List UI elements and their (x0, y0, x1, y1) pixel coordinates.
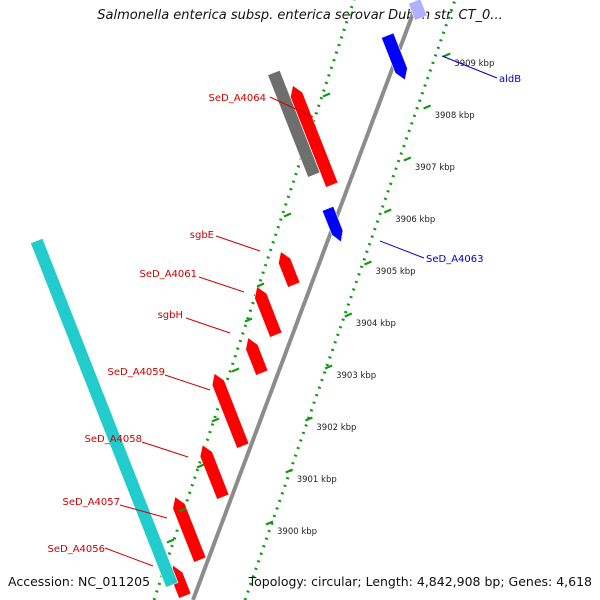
label-leader-line (198, 276, 245, 293)
scale-tick (324, 364, 333, 370)
feature-tick (283, 212, 292, 218)
forward-gene-arrow[interactable] (211, 372, 250, 449)
scale-tick (383, 208, 392, 214)
scale-tick (403, 156, 412, 162)
feature-tick (322, 92, 331, 98)
forward-gene-label[interactable]: SeD_A4064 (209, 93, 267, 104)
feature-tick (231, 367, 240, 373)
feature-tick (211, 417, 220, 423)
forward-gene-arrow[interactable] (254, 286, 283, 338)
scale-tick (265, 520, 274, 526)
forward-gene-label[interactable]: sgbE (190, 230, 214, 241)
label-leader-line (441, 55, 498, 79)
scale-tick (442, 52, 451, 58)
cds-track-bar[interactable] (30, 237, 179, 588)
label-leader-line (164, 374, 211, 391)
reverse-gene-arrow[interactable] (321, 205, 344, 243)
feature-tick (166, 538, 175, 544)
scale-tick-label: 3902 kbp (316, 423, 356, 433)
reverse-gene-label[interactable]: SeD_A4063 (426, 254, 484, 265)
scale-tick-label: 3901 kbp (297, 475, 337, 485)
scale-tick (304, 416, 313, 422)
feature-tick (196, 463, 205, 469)
scale-tick-label: 3907 kbp (415, 163, 455, 173)
forward-gene-label[interactable]: sgbH (158, 310, 183, 321)
scale-tick-label: 3900 kbp (277, 527, 317, 537)
forward-guide-track (152, 0, 356, 600)
reverse-guide-track (243, 0, 457, 600)
label-leader-line (185, 317, 231, 334)
scale-tick-label: 3904 kbp (356, 319, 396, 329)
feature-tick (178, 507, 187, 513)
label-leader-line (104, 547, 154, 567)
forward-gene-arrow[interactable] (278, 250, 301, 288)
forward-gene-label[interactable]: SeD_A4056 (48, 544, 106, 555)
backbone-line (191, 0, 420, 600)
scale-tick-label: 3903 kbp (336, 371, 376, 381)
accession-label: Accession: NC_011205 (8, 574, 151, 589)
forward-gene-arrow[interactable] (172, 496, 207, 563)
forward-gene-arrow[interactable] (245, 337, 269, 376)
feature-bar[interactable] (267, 69, 321, 178)
scale-tick-label: 3905 kbp (376, 267, 416, 277)
label-leader-line (119, 504, 168, 519)
reverse-gene-label[interactable]: aldB (499, 74, 521, 85)
feature-tick (256, 282, 265, 288)
scale-tick (364, 260, 372, 266)
label-leader-line (215, 235, 261, 252)
forward-gene-label[interactable]: SeD_A4059 (108, 367, 166, 378)
scale-tick (285, 468, 294, 474)
genome-summary: Topology: circular; Length: 4,842,908 bp… (248, 574, 592, 589)
label-leader-line (269, 96, 314, 118)
scale-tick-label: 3906 kbp (395, 215, 435, 225)
feature-tick (244, 317, 253, 323)
map-title: Salmonella enterica subsp. enterica sero… (97, 8, 503, 23)
faded-gene-bar[interactable] (408, 0, 428, 21)
forward-gene-label[interactable]: SeD_A4061 (140, 269, 198, 280)
forward-gene-label[interactable]: SeD_A4057 (63, 497, 121, 508)
forward-gene-arrow[interactable] (199, 444, 230, 500)
label-leader-line (141, 441, 189, 458)
forward-gene-arrow[interactable] (290, 84, 339, 188)
scale-tick (344, 312, 353, 318)
scale-tick-label: 3909 kbp (454, 59, 494, 69)
reverse-gene-arrow[interactable] (381, 32, 408, 81)
label-leader-line (379, 240, 425, 259)
forward-gene-label[interactable]: SeD_A4058 (85, 434, 143, 445)
scale-tick-label: 3908 kbp (435, 111, 475, 121)
scale-tick (423, 104, 432, 110)
